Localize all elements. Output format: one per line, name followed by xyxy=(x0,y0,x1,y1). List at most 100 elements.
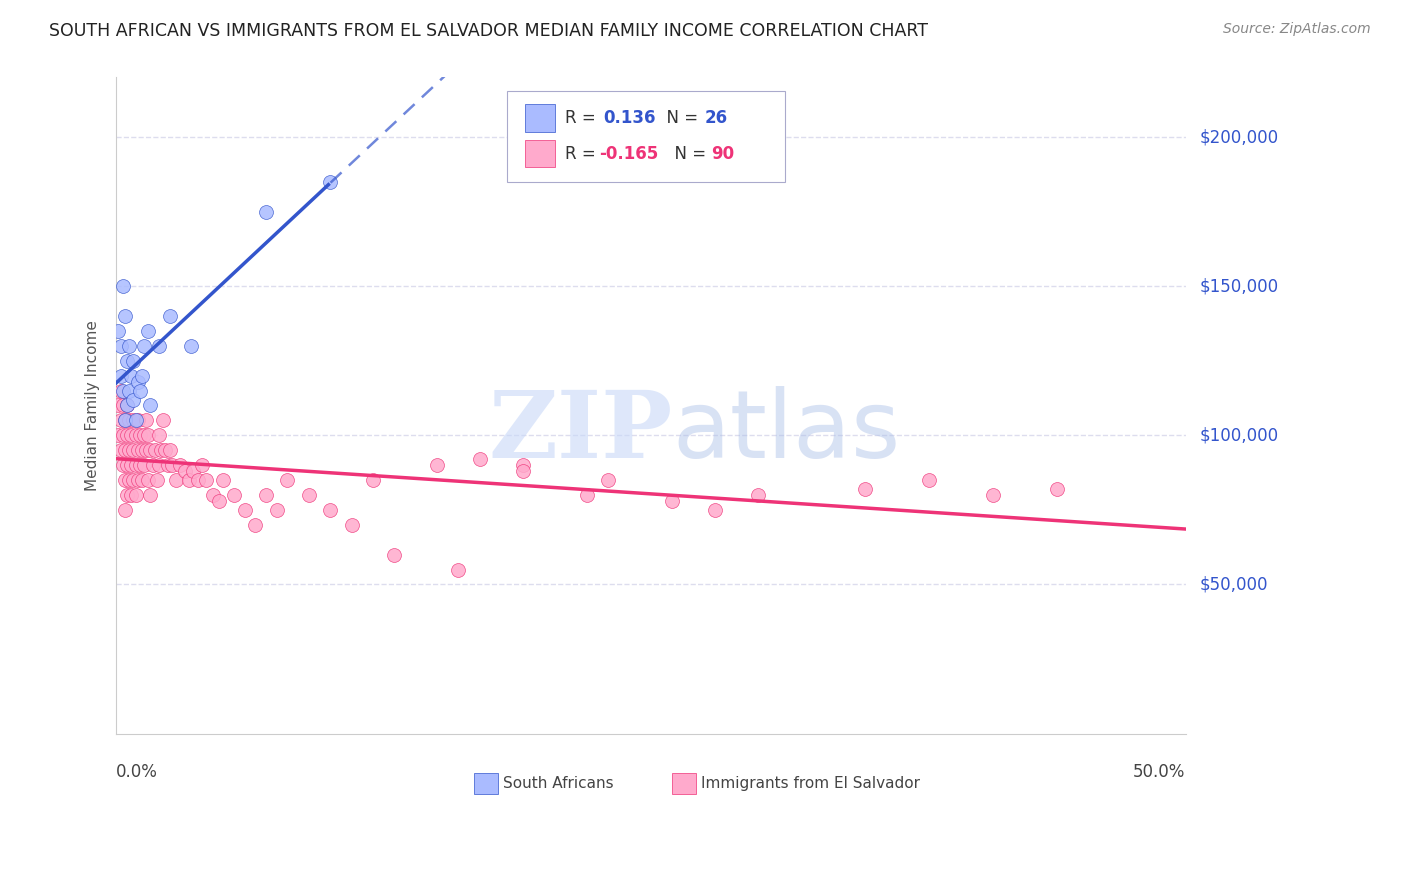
Point xyxy=(114,413,136,427)
Text: 0.136: 0.136 xyxy=(603,109,655,128)
Point xyxy=(120,428,142,442)
Point xyxy=(132,458,155,472)
Point xyxy=(115,399,138,413)
Point xyxy=(111,384,134,398)
Point xyxy=(468,452,491,467)
Point xyxy=(118,339,141,353)
Point xyxy=(118,413,141,427)
Text: R =: R = xyxy=(565,109,606,128)
Point xyxy=(115,428,138,442)
Point xyxy=(122,443,145,458)
Point xyxy=(447,562,470,576)
Point xyxy=(111,458,134,472)
Text: $150,000: $150,000 xyxy=(1199,277,1278,295)
Point xyxy=(319,503,342,517)
Text: atlas: atlas xyxy=(672,385,900,478)
Point xyxy=(245,517,267,532)
Point xyxy=(266,503,288,517)
Point xyxy=(114,443,136,458)
Point xyxy=(165,473,187,487)
Point xyxy=(512,458,534,472)
Point xyxy=(981,488,1004,502)
Text: 26: 26 xyxy=(704,109,727,128)
Text: R =: R = xyxy=(565,145,602,162)
Point xyxy=(124,458,146,472)
Point xyxy=(127,473,149,487)
Point xyxy=(139,399,162,413)
Point xyxy=(127,443,149,458)
Bar xyxy=(524,140,554,168)
Point xyxy=(114,413,136,427)
Point xyxy=(118,473,141,487)
Point xyxy=(122,413,145,427)
Point xyxy=(127,413,149,427)
Point xyxy=(201,488,224,502)
Point xyxy=(146,473,169,487)
Point xyxy=(208,494,231,508)
Point xyxy=(195,473,218,487)
Bar xyxy=(524,104,554,132)
Point xyxy=(382,548,405,562)
Text: $100,000: $100,000 xyxy=(1199,426,1278,444)
Point xyxy=(177,473,200,487)
Point xyxy=(159,309,181,323)
Text: N =: N = xyxy=(657,109,703,128)
Point xyxy=(124,488,146,502)
Point xyxy=(340,517,363,532)
Text: Immigrants from El Salvador: Immigrants from El Salvador xyxy=(702,776,920,791)
Point xyxy=(135,413,157,427)
FancyBboxPatch shape xyxy=(506,91,785,183)
Point xyxy=(110,339,132,353)
Point xyxy=(122,473,145,487)
Point xyxy=(132,339,155,353)
Point xyxy=(254,204,277,219)
Point xyxy=(233,503,256,517)
Point xyxy=(124,428,146,442)
Point xyxy=(115,353,138,368)
Point xyxy=(139,443,162,458)
Point xyxy=(128,384,150,398)
Point xyxy=(173,464,195,478)
Point xyxy=(111,279,134,293)
Point xyxy=(135,443,157,458)
Point xyxy=(120,458,142,472)
Point xyxy=(186,473,208,487)
Point xyxy=(361,473,384,487)
Bar xyxy=(474,772,498,794)
Text: 90: 90 xyxy=(711,145,734,162)
Point xyxy=(110,368,132,383)
Point xyxy=(918,473,941,487)
Point xyxy=(115,458,138,472)
Point xyxy=(222,488,245,502)
Point xyxy=(131,473,153,487)
Bar xyxy=(672,772,696,794)
Point xyxy=(110,443,132,458)
Point xyxy=(148,339,170,353)
Point xyxy=(138,428,160,442)
Text: 0.0%: 0.0% xyxy=(117,763,157,781)
Point xyxy=(575,488,598,502)
Text: N =: N = xyxy=(664,145,711,162)
Point xyxy=(181,464,204,478)
Text: 50.0%: 50.0% xyxy=(1133,763,1185,781)
Point xyxy=(107,399,129,413)
Point xyxy=(426,458,449,472)
Point xyxy=(276,473,298,487)
Point xyxy=(160,458,183,472)
Point xyxy=(156,458,179,472)
Point xyxy=(191,458,214,472)
Point xyxy=(120,488,142,502)
Point xyxy=(115,399,138,413)
Text: SOUTH AFRICAN VS IMMIGRANTS FROM EL SALVADOR MEDIAN FAMILY INCOME CORRELATION CH: SOUTH AFRICAN VS IMMIGRANTS FROM EL SALV… xyxy=(49,22,928,40)
Point xyxy=(169,458,191,472)
Point xyxy=(115,488,138,502)
Point xyxy=(124,413,146,427)
Point xyxy=(148,428,170,442)
Point xyxy=(128,428,150,442)
Point xyxy=(127,375,149,389)
Point xyxy=(118,384,141,398)
Point xyxy=(155,443,177,458)
Point xyxy=(107,428,129,442)
Point xyxy=(142,458,165,472)
Point xyxy=(143,443,166,458)
